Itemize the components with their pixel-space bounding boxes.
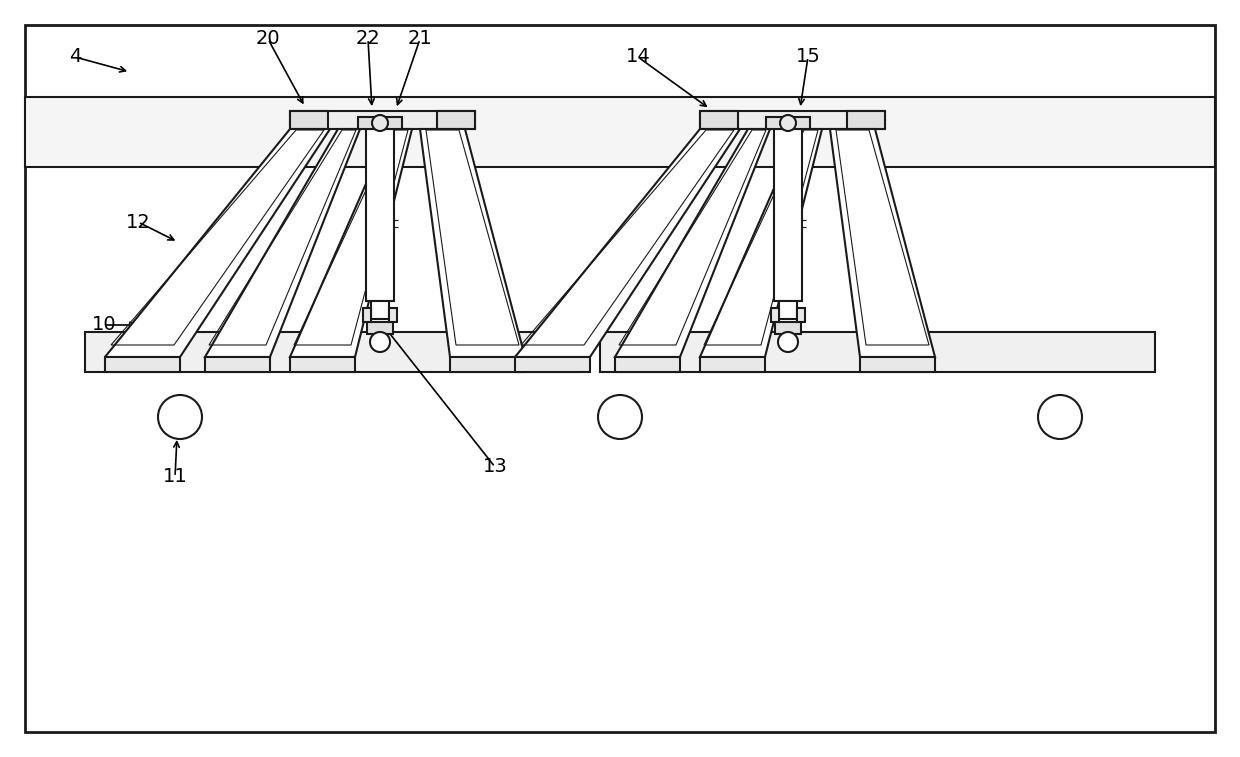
Bar [701,111,738,129]
Bar [861,357,935,372]
Bar [290,111,329,129]
Polygon shape [420,129,525,357]
Bar [797,308,805,322]
Polygon shape [701,129,822,357]
Bar [366,129,394,301]
Circle shape [780,115,796,131]
Polygon shape [105,129,330,357]
Bar [205,357,270,372]
Bar [775,322,801,334]
Text: 11: 11 [162,468,187,487]
Bar [766,117,810,129]
Bar [363,308,371,322]
Text: 13: 13 [482,457,507,476]
Polygon shape [615,129,770,357]
Text: 14: 14 [626,48,650,67]
Bar [515,357,590,372]
Bar [371,301,389,319]
Text: 12: 12 [125,213,150,232]
Bar [389,308,397,322]
Bar [105,357,180,372]
Bar [86,332,578,372]
Bar [367,322,393,334]
Text: 20: 20 [255,30,280,48]
Circle shape [372,115,388,131]
Bar [450,357,525,372]
Circle shape [1038,395,1083,439]
Bar [436,111,475,129]
Bar [779,301,797,319]
Bar [290,111,475,129]
Bar [771,308,779,322]
Bar [701,111,885,129]
Text: 21: 21 [408,30,433,48]
Bar [25,97,1215,167]
Text: 10: 10 [92,316,117,335]
Bar [358,117,402,129]
Polygon shape [205,129,360,357]
Bar [701,357,765,372]
Bar [615,357,680,372]
Bar [774,129,802,301]
Text: 4: 4 [68,48,81,67]
Polygon shape [290,129,412,357]
Circle shape [777,332,799,352]
Text: 15: 15 [796,48,821,67]
Circle shape [598,395,642,439]
Circle shape [157,395,202,439]
Polygon shape [830,129,935,357]
Bar [290,357,355,372]
Bar [600,332,1154,372]
Text: 22: 22 [356,30,381,48]
Circle shape [370,332,391,352]
Bar [847,111,885,129]
Polygon shape [515,129,740,357]
